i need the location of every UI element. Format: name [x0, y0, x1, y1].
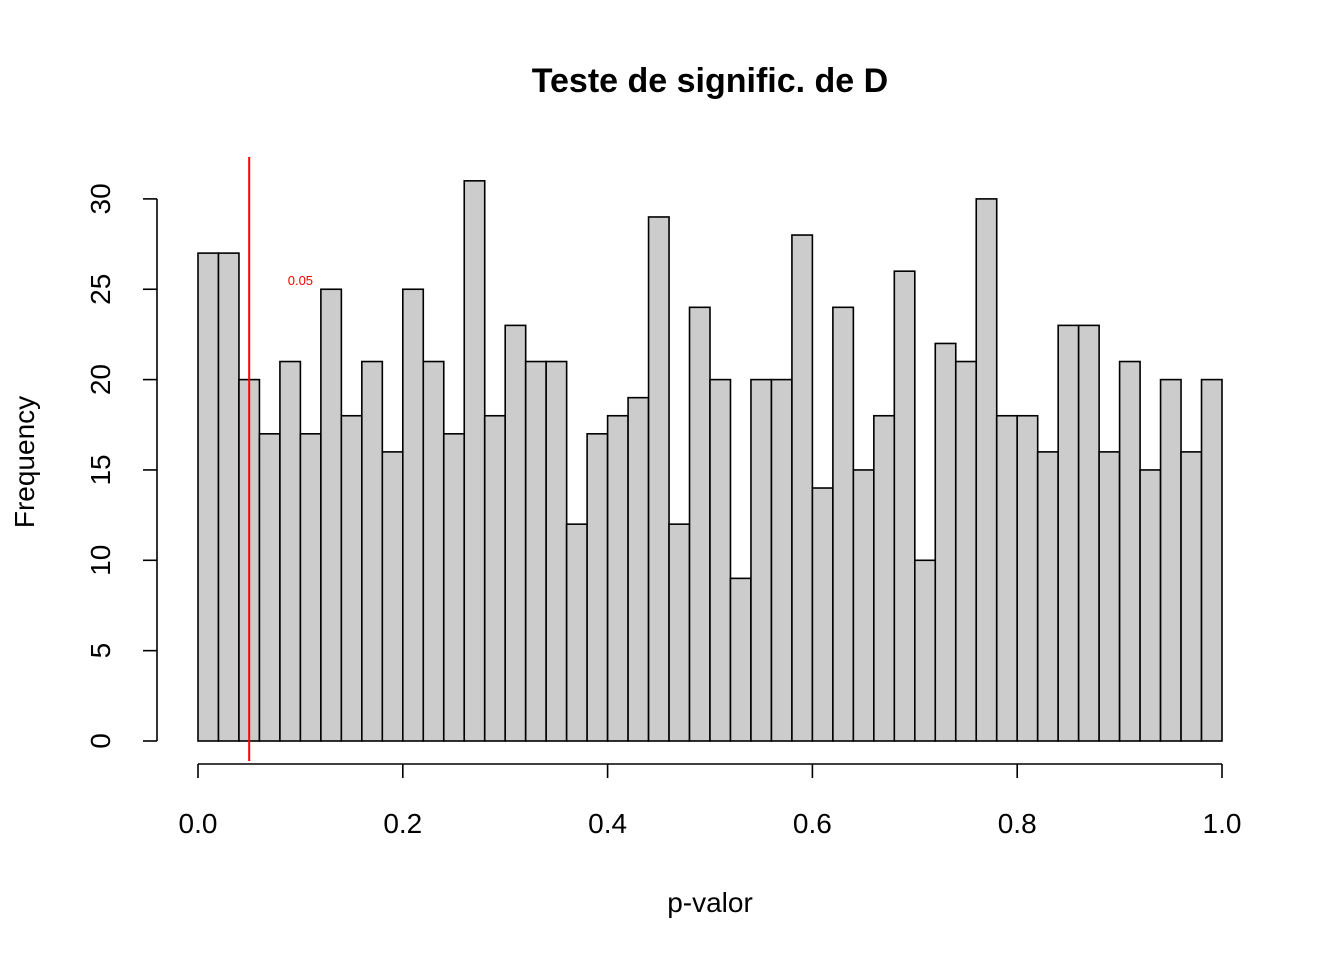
y-tick-label: 5 — [85, 643, 116, 659]
histogram-bar — [934, 342, 957, 742]
histogram-bar — [750, 378, 773, 742]
histogram-bar — [197, 252, 220, 742]
y-tick-label: 25 — [85, 274, 116, 305]
histogram-bar — [709, 378, 732, 742]
histogram-bar — [504, 324, 527, 742]
histogram-bar — [279, 360, 302, 742]
x-tick-label: 0.2 — [383, 808, 422, 839]
x-tick-label: 0.0 — [179, 808, 218, 839]
histogram-bar — [381, 451, 404, 742]
histogram-bar — [791, 234, 814, 742]
histogram-bar — [565, 523, 588, 742]
histogram-bar — [258, 433, 281, 742]
histogram-bar — [873, 414, 896, 742]
histogram-bar — [627, 396, 650, 742]
histogram-bar — [811, 487, 834, 742]
y-tick-label: 30 — [85, 183, 116, 214]
y-axis-label: Frequency — [9, 396, 40, 528]
histogram-bar — [299, 433, 322, 742]
y-tick-label: 20 — [85, 364, 116, 395]
histogram-bar — [688, 306, 711, 742]
histogram-bar — [647, 216, 670, 742]
x-tick-label: 0.4 — [588, 808, 627, 839]
histogram-bar — [1200, 378, 1223, 742]
histogram-bar — [770, 378, 793, 742]
significance-annotation: 0.05 — [288, 273, 313, 288]
y-tick-label: 0 — [85, 733, 116, 749]
bars-group — [197, 180, 1223, 742]
x-tick-label: 1.0 — [1203, 808, 1242, 839]
histogram-bar — [442, 433, 466, 742]
histogram-bar — [545, 360, 568, 742]
histogram-bar — [422, 360, 445, 742]
x-tick-label: 0.6 — [793, 808, 832, 839]
y-tick-label: 15 — [85, 454, 116, 485]
histogram-bar — [524, 360, 547, 742]
histogram-bar — [852, 469, 875, 742]
histogram-bar — [361, 360, 384, 742]
x-axis: 0.0 0.2 0.4 0.6 0.8 1.0 — [179, 763, 1242, 839]
histogram-bar — [340, 414, 363, 742]
histogram-bar — [1016, 414, 1039, 742]
histogram-bar — [954, 360, 978, 742]
x-axis-label: p-valor — [667, 887, 753, 918]
histogram-bar — [729, 577, 752, 742]
histogram-bar — [463, 180, 486, 742]
histogram-bar — [1159, 378, 1182, 742]
histogram-bar — [483, 414, 507, 742]
histogram-bar — [1098, 451, 1121, 742]
histogram-bar — [1118, 360, 1141, 742]
histogram-bar — [217, 252, 240, 742]
histogram-bar — [606, 414, 629, 742]
chart-title: Teste de signific. de D — [532, 62, 888, 100]
histogram-bar — [1077, 324, 1100, 742]
histogram-bar — [320, 288, 343, 742]
histogram-bar — [401, 288, 425, 742]
histogram-bar — [832, 306, 855, 742]
histogram-bar — [1057, 324, 1080, 742]
histogram-bar — [995, 414, 1018, 742]
histogram-bar — [1036, 451, 1059, 742]
histogram-bar — [1139, 469, 1162, 742]
y-tick-label: 10 — [85, 545, 116, 576]
histogram-bar — [1180, 451, 1203, 742]
histogram-bar — [893, 270, 916, 742]
histogram-bar — [586, 433, 609, 742]
x-tick-label: 0.8 — [998, 808, 1037, 839]
histogram-bar — [913, 559, 937, 742]
y-axis: 0 5 10 15 20 25 30 — [85, 183, 158, 749]
histogram-bar — [975, 198, 998, 742]
histogram-bar — [668, 523, 691, 742]
